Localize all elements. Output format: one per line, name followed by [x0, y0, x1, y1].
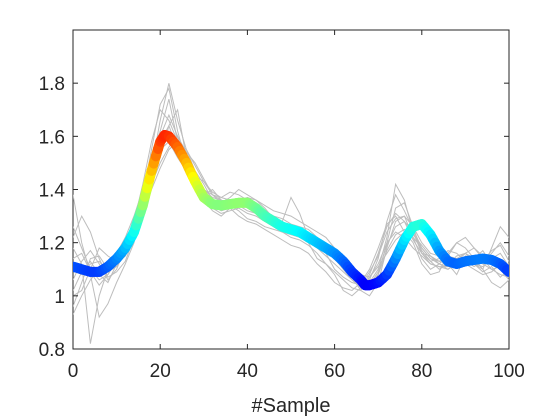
x-tick-label: 60 — [324, 361, 345, 382]
x-tick-label: 40 — [237, 361, 258, 382]
y-tick-label: 0.8 — [39, 340, 65, 361]
plot-area — [72, 29, 510, 350]
x-tick-label: 20 — [150, 361, 171, 382]
y-tick-label: 1.4 — [39, 181, 66, 202]
y-axis-ticks: 0.8 1 1.2 1.4 1.6 1.8 — [39, 74, 509, 361]
x-tick-label: 80 — [411, 361, 432, 382]
background-series-line — [73, 108, 509, 286]
x-tick-label: 100 — [493, 361, 525, 382]
y-tick-label: 1.6 — [39, 127, 65, 148]
x-axis-label: #Sample — [252, 395, 331, 417]
y-tick-label: 1 — [54, 287, 65, 308]
x-tick-label: 0 — [68, 361, 79, 382]
y-tick-label: 1.2 — [39, 234, 65, 255]
mean-series-segment — [501, 264, 509, 277]
y-tick-label: 1.8 — [39, 74, 65, 95]
x-axis-ticks: 0 20 40 60 80 100 — [68, 30, 525, 382]
mean-series-group — [73, 130, 509, 291]
